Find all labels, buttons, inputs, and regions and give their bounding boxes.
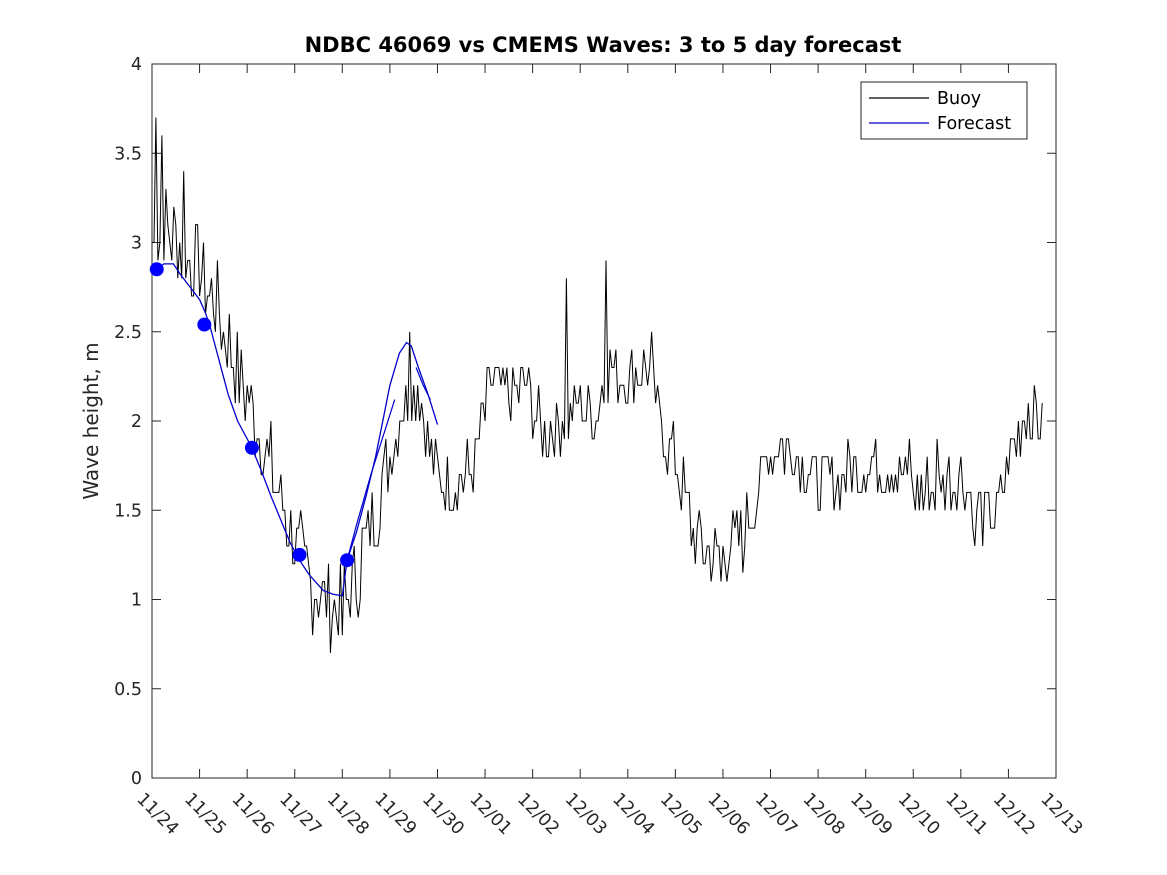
forecast-marker: [292, 547, 307, 562]
x-tick-label: 12/05: [656, 789, 706, 839]
series-forecast-line-2: [346, 399, 396, 561]
series-forecast-line: [156, 263, 439, 597]
x-tick-label: 12/02: [513, 789, 563, 839]
x-tick-label: 12/04: [608, 789, 658, 839]
x-tick-label: 12/08: [799, 789, 849, 839]
y-tick-label: 1: [131, 591, 142, 611]
y-tick-label: 2: [131, 412, 142, 432]
y-tick-label: 0: [131, 769, 142, 789]
y-axis-label: Wave height, m: [79, 342, 103, 499]
x-tick-label: 12/12: [989, 789, 1039, 839]
series-buoy-line: [152, 117, 1043, 654]
y-tick-label: 4: [131, 55, 142, 75]
x-tick-label: 12/13: [1036, 789, 1086, 839]
legend: Buoy Forecast: [860, 81, 1028, 140]
x-tick-label: 12/07: [751, 789, 801, 839]
x-tick-label: 12/09: [846, 789, 896, 839]
x-tick-label: 12/01: [466, 789, 516, 839]
x-tick-label: 11/25: [180, 789, 230, 839]
x-tick-label: 11/30: [418, 789, 468, 839]
x-tick-label: 11/27: [275, 789, 325, 839]
x-tick-label: 11/28: [323, 789, 373, 839]
chart-title: NDBC 46069 vs CMEMS Waves: 3 to 5 day fo…: [305, 33, 902, 57]
forecast-marker: [197, 317, 212, 332]
x-tick-label: 12/03: [561, 789, 611, 839]
x-tick-label: 11/29: [370, 789, 420, 839]
plot-area: 00.511.522.533.5411/2411/2511/2611/2711/…: [114, 55, 1086, 839]
y-tick-label: 3: [131, 234, 142, 254]
legend-box: [860, 81, 1028, 140]
x-tick-label: 11/26: [228, 789, 278, 839]
x-tick-label: 12/06: [703, 789, 753, 839]
forecast-marker: [149, 262, 164, 277]
legend-entry: Forecast: [937, 114, 1011, 134]
x-tick-label: 12/11: [941, 789, 991, 839]
x-tick-label: 12/10: [894, 789, 944, 839]
axes-box: [151, 63, 1057, 779]
x-tick-label: 11/24: [132, 789, 182, 839]
y-tick-label: 3.5: [114, 144, 142, 164]
series-forecast-line-3: [415, 367, 431, 400]
y-tick-label: 1.5: [114, 501, 142, 521]
y-tick-label: 0.5: [114, 680, 142, 700]
y-tick-label: 2.5: [114, 323, 142, 343]
forecast-marker: [244, 440, 259, 455]
legend-entry: Buoy: [937, 89, 981, 109]
forecast-marker: [340, 553, 355, 568]
